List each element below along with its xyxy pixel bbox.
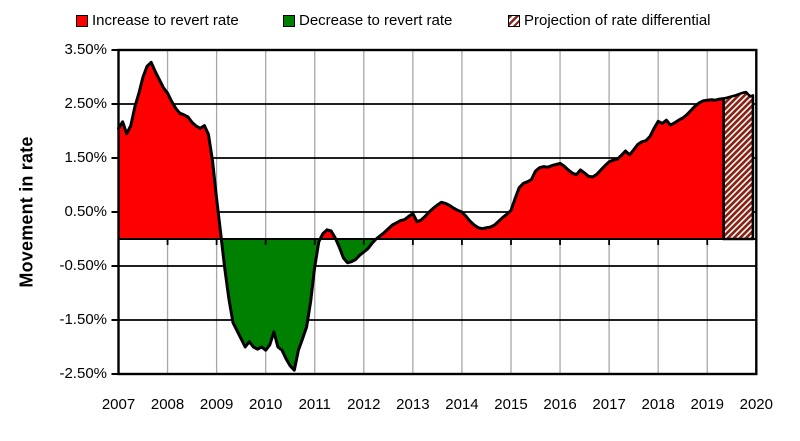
legend-label-increase: Increase to revert rate	[92, 12, 239, 29]
increase-swatch-icon	[76, 15, 88, 27]
x-tick-label: 2008	[150, 396, 185, 413]
y-tick-label: 2.50%	[64, 95, 107, 112]
decrease-swatch-icon	[283, 15, 295, 27]
area-decrease	[118, 239, 724, 371]
y-tick-label: -0.50%	[59, 257, 107, 274]
area-increase	[118, 62, 724, 239]
area-projection	[722, 90, 755, 241]
x-tick-label: 2011	[298, 396, 331, 413]
x-tick-label: 2010	[248, 396, 283, 413]
x-tick-label: 2016	[543, 396, 577, 413]
x-tick-label: 2009	[199, 396, 234, 413]
x-tick-label: 2013	[396, 396, 430, 413]
x-tick-label: 2017	[592, 396, 626, 413]
x-tick-label: 2020	[739, 396, 773, 413]
y-tick-label: -1.50%	[59, 311, 107, 328]
x-tick-label: 2018	[641, 396, 675, 413]
x-tick-label: 2014	[445, 396, 479, 413]
y-tick-label: 3.50%	[64, 41, 107, 58]
x-tick-label: 2019	[690, 396, 724, 413]
x-tick-label: 2015	[494, 396, 528, 413]
projection-swatch-icon	[508, 15, 520, 27]
legend-item-projection: Projection of rate differential	[508, 11, 711, 31]
y-tick-label: -2.50%	[59, 365, 107, 382]
legend-item-decrease: Decrease to revert rate	[283, 11, 452, 31]
rate-line	[117, 60, 726, 372]
legend-item-increase: Increase to revert rate	[76, 11, 239, 31]
y-tick-label: 0.50%	[64, 203, 107, 220]
x-tick-label: 2012	[347, 396, 381, 413]
x-tick-label: 2007	[101, 396, 136, 413]
legend-label-projection: Projection of rate differential	[524, 12, 711, 29]
y-tick-label: 1.50%	[64, 149, 107, 166]
legend-label-decrease: Decrease to revert rate	[299, 12, 453, 29]
